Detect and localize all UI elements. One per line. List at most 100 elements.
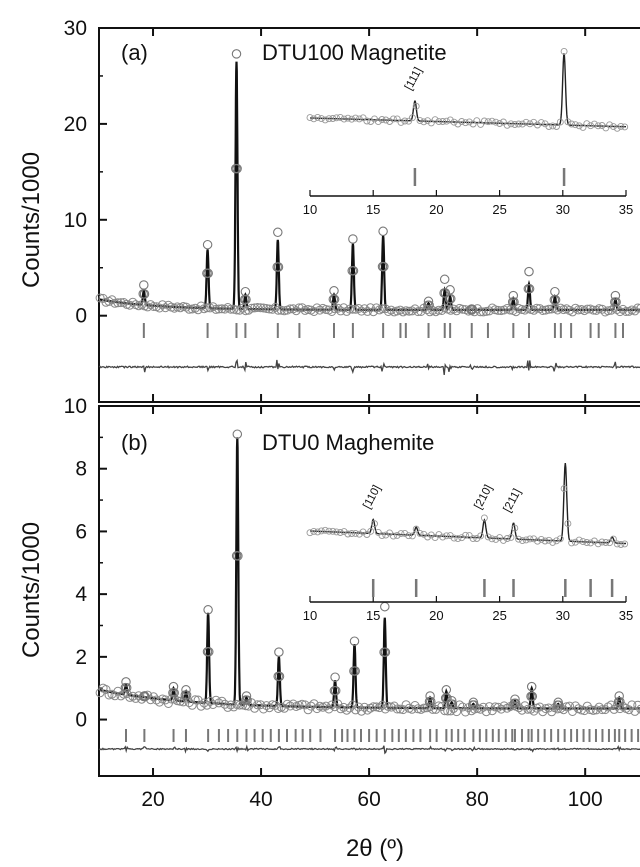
panel-a-inset-obs-point bbox=[420, 118, 428, 126]
panel-b-inset-obs-point bbox=[534, 537, 541, 545]
panel-a-inset-x-tick-label: 30 bbox=[556, 202, 570, 217]
panel-b-obs-point bbox=[360, 702, 369, 712]
panel-a-inset-obs-point bbox=[560, 47, 568, 55]
panel-a-inset-obs-point bbox=[462, 119, 469, 127]
panel-a-obs-point bbox=[253, 303, 262, 312]
panel-a-obs-point bbox=[297, 303, 307, 313]
panel-a-obs-point bbox=[532, 303, 542, 313]
panel-a-inset-obs-point bbox=[549, 122, 557, 130]
panel-b-inset-x-tick-label: 30 bbox=[556, 608, 570, 623]
panel-a-inset-obs-point bbox=[355, 115, 363, 123]
panel-b-obs-point bbox=[475, 704, 485, 714]
panel-a-inset-obs-point bbox=[473, 117, 481, 125]
panel-a-inset-obs-point bbox=[511, 121, 519, 128]
panel-b-obs-peak-point bbox=[614, 691, 624, 701]
panel-a-inset-obs-point bbox=[340, 115, 348, 123]
panel-a-obs-point bbox=[244, 305, 254, 315]
panel-a-inset-obs-point bbox=[480, 117, 488, 125]
panel-b-inset-obs-point bbox=[583, 539, 591, 546]
panel-b-inset-obs-point bbox=[594, 540, 602, 548]
panel-b-obs-point bbox=[351, 705, 361, 715]
panel-b-obs-point bbox=[600, 705, 610, 715]
panel-b-inset-obs-point bbox=[329, 527, 337, 535]
panel-a-inset-obs-point bbox=[443, 117, 450, 125]
panel-b-obs-point bbox=[535, 702, 545, 712]
panel-a-obs-point bbox=[437, 306, 447, 315]
panel-a-obs-peak-point bbox=[202, 239, 213, 250]
panel-a-obs-point bbox=[146, 300, 156, 310]
panel-a-inset-obs-point bbox=[450, 118, 458, 126]
panel-b-obs-point bbox=[529, 706, 539, 716]
panel-b-obs-point bbox=[264, 703, 274, 713]
panel-b-obs-point bbox=[300, 700, 310, 710]
panel-b-y-tick-label: 6 bbox=[75, 520, 87, 543]
panel-a-obs-peak-point bbox=[273, 227, 283, 238]
panel-b-obs-peak-point bbox=[527, 691, 538, 702]
panel-b-inset-obs-point bbox=[556, 535, 564, 543]
panel-a-obs-point bbox=[573, 305, 583, 315]
panel-a-inset-obs-point bbox=[310, 115, 318, 123]
panel-a-obs-peak-point bbox=[273, 262, 284, 272]
panel-b-inset-obs-point bbox=[416, 529, 424, 537]
panel-a-obs-point bbox=[395, 305, 405, 315]
panel-a-inset-obs-point bbox=[515, 120, 523, 128]
panel-b-inset-x-tick-label: 10 bbox=[303, 608, 317, 623]
panel-b-y-tick-label: 8 bbox=[75, 458, 87, 481]
panel-a-obs-peak-point bbox=[610, 290, 621, 301]
panel-a-inset-obs-point bbox=[499, 118, 507, 126]
panel-b-inset-obs-point bbox=[408, 532, 416, 540]
panel-b-obs-point bbox=[348, 700, 358, 710]
panel-b-obs-point bbox=[226, 700, 236, 710]
panel-b-obs-peak-point bbox=[447, 699, 458, 709]
panel-b-inset-annotation: [210] bbox=[472, 483, 495, 511]
panel-b-obs-point bbox=[244, 701, 254, 711]
panel-a-inset-obs-point bbox=[579, 123, 587, 131]
panel-b-x-tick-label: 100 bbox=[568, 788, 603, 811]
panel-b-y-axis-title: Counts/1000 bbox=[18, 522, 45, 658]
panel-b-obs-peak-point bbox=[140, 691, 150, 702]
panel-a-calculated-line bbox=[98, 61, 640, 311]
panel-b-inset-obs-point bbox=[545, 536, 553, 544]
panel-b-inset-obs-point bbox=[526, 535, 534, 543]
panel-a-obs-point bbox=[247, 303, 257, 313]
panel-a-obs-point bbox=[276, 305, 286, 315]
panel-b-obs-peak-point bbox=[139, 691, 150, 701]
panel-b-obs-point bbox=[591, 705, 601, 715]
panel-a-obs-point bbox=[630, 306, 640, 316]
panel-a-obs-point bbox=[202, 303, 212, 313]
panel-b-obs-point bbox=[285, 701, 295, 711]
panel-b-x-tick-label: 80 bbox=[465, 788, 488, 811]
panel-b-inset-obs-point bbox=[454, 535, 462, 543]
panel-a-obs-point bbox=[529, 305, 539, 315]
panel-b-obs-peak-point bbox=[469, 700, 479, 710]
panel-a-obs-point bbox=[360, 304, 369, 314]
panel-a-inset-obs-point bbox=[352, 114, 359, 122]
panel-a-inset-obs-point bbox=[348, 115, 356, 123]
panel-a-obs-point bbox=[125, 300, 135, 310]
panel-a-obs-point bbox=[235, 305, 245, 315]
panel-b-inset-obs-point bbox=[621, 540, 629, 548]
panel-a-obs-point bbox=[110, 298, 120, 308]
panel-a-obs-point bbox=[294, 303, 304, 313]
panel-a-obs-point bbox=[348, 304, 358, 314]
panel-a-obs-point bbox=[371, 303, 381, 313]
panel-b-obs-point bbox=[481, 707, 491, 717]
panel-b-inset-obs-point bbox=[450, 534, 458, 542]
panel-a-obs-peak-point bbox=[231, 49, 242, 59]
panel-a-obs-point bbox=[621, 307, 631, 316]
panel-a-obs-point bbox=[312, 303, 322, 313]
panel-a-obs-point bbox=[256, 303, 265, 313]
panel-b-obs-point bbox=[517, 705, 527, 715]
panel-a-inset-obs-point bbox=[484, 118, 492, 126]
panel-a-obs-point bbox=[591, 305, 601, 315]
panel-a-obs-point bbox=[285, 304, 295, 314]
panel-b-obs-point bbox=[496, 704, 506, 714]
panel-a-obs-point bbox=[452, 306, 462, 316]
panel-a-obs-point bbox=[606, 305, 616, 315]
panel-a-y-axis-title: Counts/1000 bbox=[18, 152, 45, 288]
panel-a-inset-obs-point bbox=[412, 102, 420, 110]
panel-b-obs-point bbox=[526, 704, 536, 714]
panel-b-obs-point bbox=[499, 701, 509, 711]
panel-b-obs-point bbox=[196, 701, 206, 711]
panel-a-obs-peak-point bbox=[348, 266, 359, 276]
